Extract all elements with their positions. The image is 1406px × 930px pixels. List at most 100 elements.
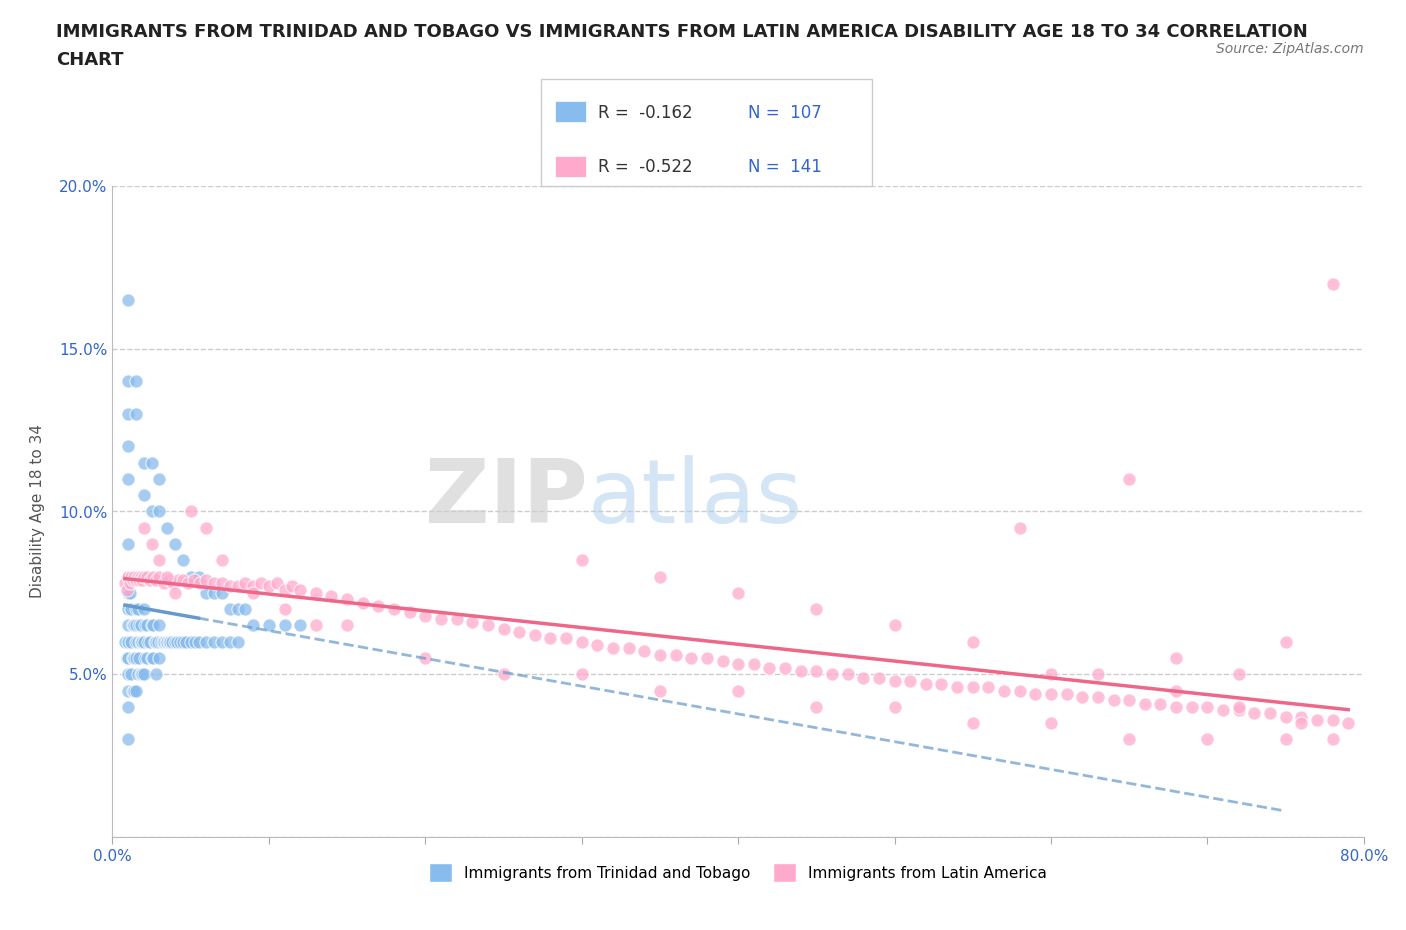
Point [118, 586, 141, 601]
Point [180, 504, 202, 519]
Point [145, 634, 167, 649]
Point [124, 683, 146, 698]
Point [148, 504, 170, 519]
Point [117, 586, 139, 601]
Point [121, 618, 143, 633]
Point [1118, 472, 1140, 486]
Point [218, 578, 240, 594]
Point [115, 582, 138, 597]
Point [273, 582, 295, 597]
Point [962, 634, 984, 649]
Point [211, 586, 233, 601]
Point [148, 552, 170, 567]
Point [821, 667, 844, 682]
Point [141, 651, 163, 666]
Point [1322, 712, 1344, 727]
Point [117, 569, 139, 584]
Point [117, 699, 139, 714]
Point [837, 667, 859, 682]
Point [1024, 686, 1046, 701]
Point [128, 618, 150, 633]
Point [806, 664, 828, 679]
Point [143, 634, 166, 649]
Point [1274, 710, 1296, 724]
Point [117, 683, 139, 698]
Point [415, 651, 437, 666]
Point [290, 618, 312, 633]
Point [117, 374, 139, 389]
Point [141, 537, 163, 551]
Point [571, 552, 593, 567]
Point [148, 618, 170, 633]
Point [148, 472, 170, 486]
Point [868, 670, 890, 684]
Point [806, 699, 828, 714]
Point [218, 602, 240, 617]
Point [242, 578, 264, 594]
Point [915, 677, 938, 692]
Point [883, 673, 905, 688]
Point [571, 634, 593, 649]
Point [114, 634, 136, 649]
Point [1337, 716, 1360, 731]
Point [163, 586, 186, 601]
Point [336, 592, 359, 607]
Point [367, 599, 389, 614]
Point [273, 618, 295, 633]
Point [157, 634, 180, 649]
Point [962, 680, 984, 695]
Point [226, 578, 249, 594]
Point [281, 578, 304, 594]
Point [118, 576, 141, 591]
Point [139, 634, 162, 649]
Point [415, 608, 437, 623]
Point [145, 667, 167, 682]
Point [681, 651, 703, 666]
Point [155, 634, 177, 649]
Point [129, 618, 152, 633]
Point [305, 586, 328, 601]
Point [117, 569, 139, 584]
Point [250, 576, 273, 591]
Point [167, 573, 190, 588]
Point [162, 576, 184, 591]
Point [134, 651, 156, 666]
Point [1227, 667, 1250, 682]
Point [127, 634, 149, 649]
Point [132, 667, 155, 682]
Point [586, 638, 609, 653]
Point [184, 634, 207, 649]
Point [1197, 732, 1219, 747]
Point [1181, 699, 1204, 714]
Point [132, 634, 155, 649]
Point [117, 651, 139, 666]
Point [156, 634, 179, 649]
Point [180, 569, 202, 584]
Point [211, 634, 233, 649]
Point [124, 569, 146, 584]
Point [202, 576, 225, 591]
Point [202, 586, 225, 601]
Point [125, 374, 148, 389]
Point [617, 641, 640, 656]
Point [166, 634, 188, 649]
Point [187, 569, 209, 584]
Point [115, 651, 138, 666]
Point [461, 615, 484, 630]
Point [758, 660, 780, 675]
Point [235, 602, 257, 617]
Point [153, 634, 176, 649]
Point [176, 576, 198, 591]
Point [1322, 732, 1344, 747]
Legend: Immigrants from Trinidad and Tobago, Immigrants from Latin America: Immigrants from Trinidad and Tobago, Imm… [423, 857, 1053, 888]
Point [290, 582, 312, 597]
Point [523, 628, 546, 643]
Text: Source: ZipAtlas.com: Source: ZipAtlas.com [1216, 42, 1364, 56]
Point [172, 573, 194, 588]
Point [1087, 690, 1109, 705]
Point [1227, 703, 1250, 718]
Point [202, 634, 225, 649]
Point [125, 573, 148, 588]
Point [555, 631, 578, 646]
Point [132, 488, 155, 503]
